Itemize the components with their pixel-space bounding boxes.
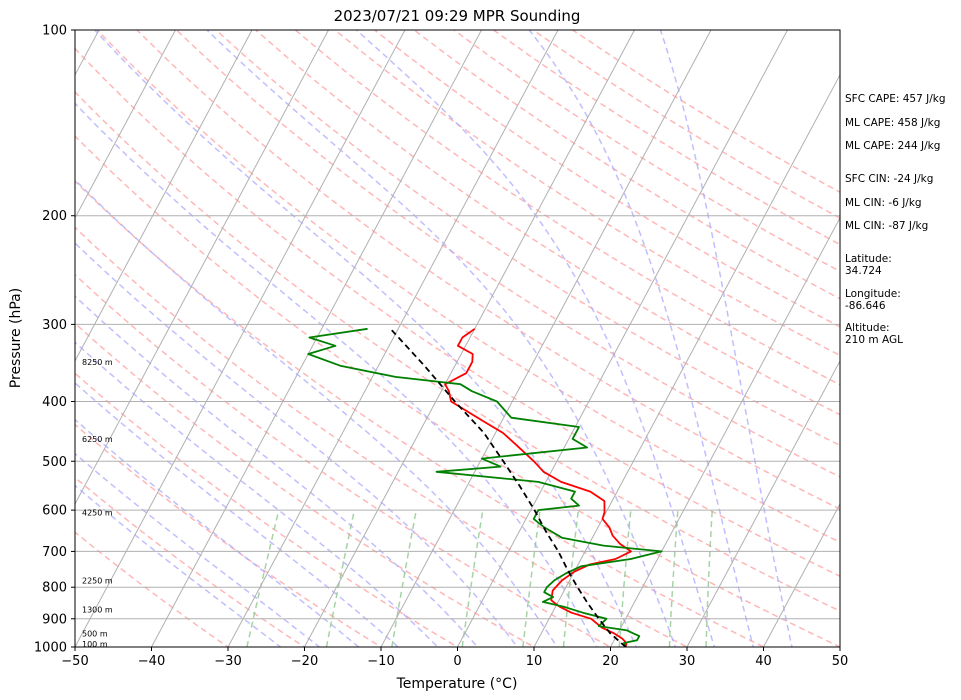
y-tick-label: 700 [42, 545, 67, 560]
y-tick-label: 500 [42, 455, 67, 470]
dry-adiabat-line [75, 47, 840, 578]
series-group [307, 327, 663, 647]
dry-adiabat-line [413, 30, 840, 300]
height-label: 100 m [82, 640, 108, 649]
dry-adiabat-line [255, 30, 840, 416]
x-tick-label: 40 [755, 654, 772, 669]
moist-adiabat-line [75, 241, 519, 647]
x-tick-label: −30 [214, 654, 241, 669]
sfc-cin-text: SFC CIN: -24 J/kg [845, 173, 934, 185]
isotherm-line [75, 30, 406, 647]
dry-adiabat-line [175, 30, 840, 478]
altitude-text: Altitude: 210 m AGL [845, 322, 903, 346]
x-tick-label: 20 [602, 654, 619, 669]
moist-adiabat-line [75, 452, 321, 647]
dry-adiabat-line [75, 135, 840, 647]
dry-adiabat-line [75, 90, 840, 612]
isotherm-line [457, 30, 788, 647]
chart-title: 2023/07/21 09:29 MPR Sounding [334, 7, 581, 25]
dry-adiabat-line [374, 30, 840, 328]
y-tick-label: 600 [42, 504, 67, 519]
moist-adiabat-line [75, 418, 360, 647]
height-label: 2250 m [82, 576, 113, 585]
x-axis-label: Temperature (°C) [396, 676, 518, 692]
moist-adiabat-line [75, 295, 479, 647]
moist-adiabat-line [75, 102, 598, 647]
height-label: 6250 m [82, 435, 113, 444]
height-label: 1300 m [82, 606, 113, 615]
moist-adiabat-line [75, 178, 558, 647]
series-line-2 [389, 328, 627, 647]
isotherm-line [227, 30, 559, 647]
height-labels: 100 m 500 m 1300 m 2250 m 4250 m 6250 m 8250 m [82, 358, 113, 649]
latitude-text: Latitude: 34.724 [845, 253, 892, 277]
height-label: 8250 m [82, 358, 113, 367]
y-tick-label: 800 [42, 581, 67, 596]
height-label: 500 m [82, 629, 108, 638]
moist-adiabat-line [75, 381, 400, 647]
x-tick-label: −40 [138, 654, 165, 669]
series-line-1 [307, 327, 663, 647]
y-tick-label: 100 [42, 24, 67, 39]
moist-adiabat-line [659, 30, 793, 647]
x-tick-label: 50 [832, 654, 849, 669]
y-axis: 1000 900 800 700 600 500 400 300 200 100 [34, 24, 75, 656]
ml-cape-text: ML CAPE: 458 J/kg [845, 117, 941, 129]
isotherm-line [75, 30, 329, 506]
background-lines [75, 30, 840, 647]
mixing-ratio-line [325, 509, 356, 647]
y-tick-label: 200 [42, 209, 67, 224]
isotherm-line [151, 30, 482, 647]
isotherm-line [686, 359, 840, 647]
moist-adiabat-line [206, 30, 677, 647]
ml-cape-text-2: ML CAPE: 244 J/kg [845, 140, 941, 152]
mixing-ratio-line [705, 510, 714, 647]
x-tick-label: 10 [526, 654, 543, 669]
moist-adiabat-line [75, 341, 439, 647]
y-axis-label: Pressure (hPa) [8, 288, 24, 388]
moist-adiabat-line [528, 30, 754, 647]
x-axis: −50 −40 −30 −20 −10 0 10 20 30 40 50 [61, 647, 848, 669]
x-tick-label: −10 [367, 654, 394, 669]
moist-adiabat-line [75, 484, 282, 647]
mixing-ratio-line [461, 509, 484, 647]
sfc-cape-text: SFC CAPE: 457 J/kg [845, 93, 946, 105]
isotherm-line [763, 502, 840, 647]
isotherm-line [533, 73, 840, 647]
dry-adiabat-line [75, 476, 306, 647]
isotherm-line [75, 30, 253, 362]
y-tick-label: 300 [42, 318, 67, 333]
ml-cin-text: ML CIN: -6 J/kg [845, 197, 922, 209]
x-tick-label: −50 [61, 654, 88, 669]
y-tick-label: 900 [42, 612, 67, 627]
moist-adiabat-line [94, 30, 637, 647]
x-tick-label: −20 [291, 654, 318, 669]
dry-adiabat-line [136, 30, 840, 510]
dry-adiabat-line [294, 30, 840, 386]
height-label: 4250 m [82, 508, 113, 517]
isotherm-line [610, 216, 840, 647]
moist-adiabat-line [355, 30, 716, 647]
isotherm-line [304, 30, 635, 647]
longitude-text: Longitude: -86.646 [845, 288, 901, 312]
x-tick-label: 30 [679, 654, 696, 669]
dry-adiabat-line [75, 226, 689, 647]
dry-adiabat-line [96, 30, 840, 544]
dry-adiabat-line [75, 273, 613, 647]
x-tick-label: 0 [453, 654, 461, 669]
y-tick-label: 1000 [34, 641, 67, 656]
grid [75, 30, 840, 647]
isotherm-line [75, 30, 176, 219]
isotherm-line [380, 30, 712, 647]
mixing-ratio-line [668, 510, 679, 647]
ml-cin-text-2: ML CIN: -87 J/kg [845, 220, 929, 232]
y-tick-label: 400 [42, 395, 67, 410]
